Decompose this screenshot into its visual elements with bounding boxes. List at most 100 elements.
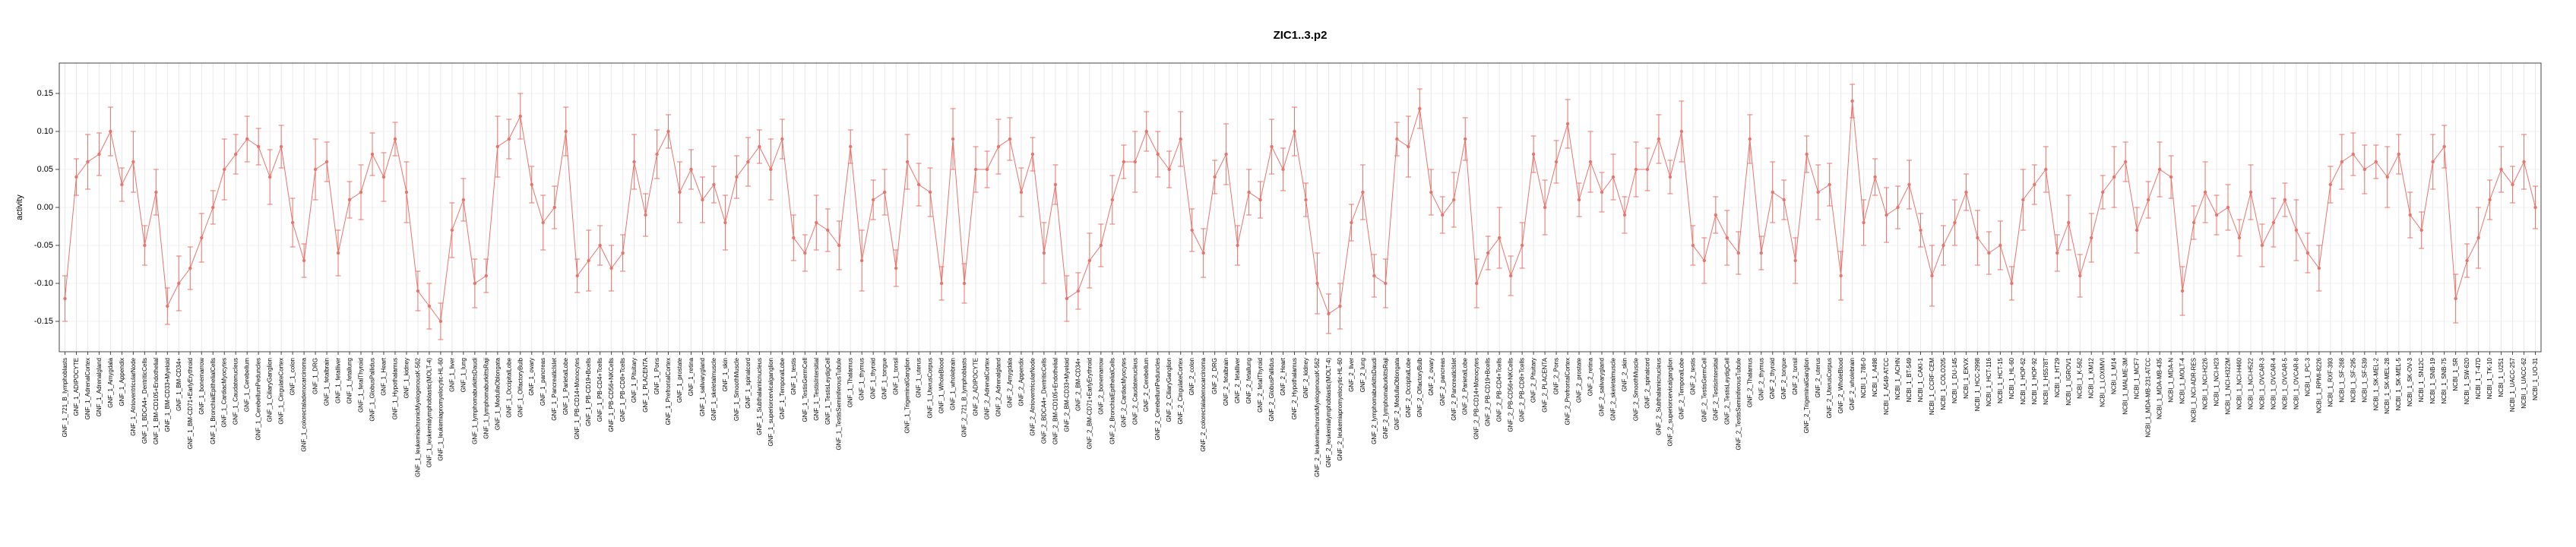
data-point (1725, 236, 1729, 240)
x-tick-label: NCBI_1_SNB-75 (2441, 357, 2448, 403)
data-point (324, 160, 329, 164)
x-tick-label: GNF_2_pancreas (1439, 358, 1446, 406)
x-tick-label: GNF_2_PB-CD56+NKCells (1508, 358, 1514, 432)
data-point (712, 182, 716, 187)
data-point (1850, 99, 1854, 103)
x-tick-label: GNF_2_colorectaladenocarcinoma (1200, 357, 1207, 451)
data-point (1657, 137, 1661, 141)
data-point (1691, 243, 1695, 248)
x-tick-label: GNF_2_TrigeminalGanglion (1803, 358, 1810, 433)
data-point (495, 144, 499, 149)
data-point (2146, 198, 2150, 202)
data-point (1087, 258, 1092, 263)
data-point (1464, 137, 1467, 141)
data-point (1714, 213, 1718, 217)
data-point (587, 258, 590, 263)
data-point (1030, 152, 1035, 157)
data-point (701, 198, 704, 202)
data-point (1930, 274, 1934, 278)
x-tick-label: GNF_2_TestisIntersitial (1712, 358, 1719, 421)
data-point (143, 243, 147, 248)
data-point (188, 266, 192, 270)
x-tick-label: NCBI_1_MDA-MB-435 (2157, 357, 2163, 419)
x-tick-label: GNF_2_Appendix (1017, 358, 1024, 406)
data-point (1941, 243, 1945, 248)
data-point (1315, 281, 1319, 286)
x-tick-label: GNF_2_CiliaryGanglion (1166, 358, 1172, 422)
x-tick-label: NCBI_1_BT-549 (1906, 357, 1913, 402)
x-tick-label: NCBI_1_UACC-62 (2521, 357, 2527, 408)
x-tick-label: GNF_1_lymphomaburkittsDaudi (471, 358, 478, 444)
x-tick-label: GNF_2_DRG (1211, 358, 1218, 394)
data-point (2214, 213, 2219, 217)
data-point (1998, 243, 2002, 248)
data-point (1748, 137, 1752, 141)
data-point (2362, 167, 2366, 172)
data-point (1622, 213, 1627, 217)
x-tick-label: NCBI_1_SW-620 (2464, 357, 2470, 404)
x-tick-label: GNF_1_colorectaladenocarcinoma (301, 357, 308, 451)
data-point (484, 274, 489, 278)
data-point (86, 160, 90, 164)
x-tick-label: GNF_1_retina (688, 357, 695, 396)
data-point (2090, 236, 2093, 240)
data-point (1554, 160, 1559, 164)
data-point (2044, 167, 2048, 172)
data-point (2203, 190, 2207, 194)
x-tick-label: GNF_1_pancreas (540, 358, 546, 406)
data-point (1964, 190, 1968, 194)
data-point (131, 160, 135, 164)
data-point (1418, 106, 1422, 111)
data-point (166, 304, 169, 308)
x-tick-label: NCBI_1_EKVX (1963, 357, 1970, 398)
data-point (223, 167, 226, 172)
data-point (1497, 236, 1502, 240)
x-tick-label: GNF_1_prostate (676, 357, 683, 403)
data-point (2305, 251, 2310, 255)
data-point (1293, 129, 1296, 134)
data-point (644, 213, 647, 217)
x-tick-label: GNF_1_spinalcord (745, 358, 752, 409)
data-point (2374, 160, 2378, 164)
x-tick-label: NCBI_1_A549-ATCC (1883, 358, 1890, 415)
x-tick-label: NCBI_1_NCI-H23 (2214, 357, 2220, 406)
x-tick-label: GNF_2_GlobusPallidus (1268, 358, 1275, 422)
data-point (2351, 152, 2356, 157)
x-tick-label: GNF_2_leukemiapromyelocytic-HL-60 (1337, 357, 1343, 460)
data-point (2476, 236, 2480, 240)
x-tick-label: GNF_2_kidney (1302, 358, 1309, 398)
data-point (815, 220, 818, 225)
x-tick-label: NCBI_1_A498 (1872, 357, 1878, 397)
x-tick-label: GNF_2_lung (1359, 358, 1366, 392)
data-point (1065, 296, 1069, 301)
x-tick-label: GNF_2_thyroid (1769, 358, 1776, 399)
data-point (1441, 213, 1445, 217)
x-tick-label: GNF_1_PB-CD4+Tcells (597, 358, 603, 422)
x-tick-label: GNF_1_uterus (916, 358, 922, 397)
data-point (245, 137, 249, 141)
x-tick-label: GNF_1_leukemiachronicMyelogenousK-562 (414, 357, 421, 477)
x-tick-label: GNF_2_BronchialEpithelialCells (1109, 358, 1116, 444)
x-tick-label: GNF_1_leukemiapromyelocytic-HL-60 (437, 357, 444, 460)
data-point (211, 205, 215, 210)
data-point (2191, 220, 2196, 225)
data-point (1793, 258, 1797, 263)
x-tick-label: GNF_2_skeletalmuscle (1609, 357, 1616, 420)
data-point (849, 144, 853, 149)
data-point (2010, 281, 2014, 286)
data-point (1179, 137, 1182, 141)
x-tick-label: GNF_2_prostate (1576, 357, 1583, 403)
x-tick-label: GNF_2_ADIPOCYTE (973, 358, 979, 416)
x-tick-label: GNF_1_CerebellumPeduncles (255, 358, 262, 441)
x-tick-label: GNF_1_UterusCorpus (927, 358, 934, 419)
x-tick-label: GNF_1_OccipitalLobe (505, 357, 512, 417)
data-point (2431, 160, 2435, 164)
data-point (723, 220, 727, 225)
x-tick-label: GNF_2_BM-CD71+EarlyErythroid (1086, 358, 1093, 449)
x-tick-label: NCBI_1_SF-295 (2350, 357, 2356, 402)
data-point (256, 144, 261, 149)
x-tick-label: NCBI_1_RPMI-8226 (2315, 357, 2322, 413)
x-tick-label: NCBI_1_COLO205 (1940, 357, 1947, 409)
x-tick-label: GNF_1_BM-CD105+Endothelial (153, 358, 160, 444)
data-point (2340, 160, 2344, 164)
